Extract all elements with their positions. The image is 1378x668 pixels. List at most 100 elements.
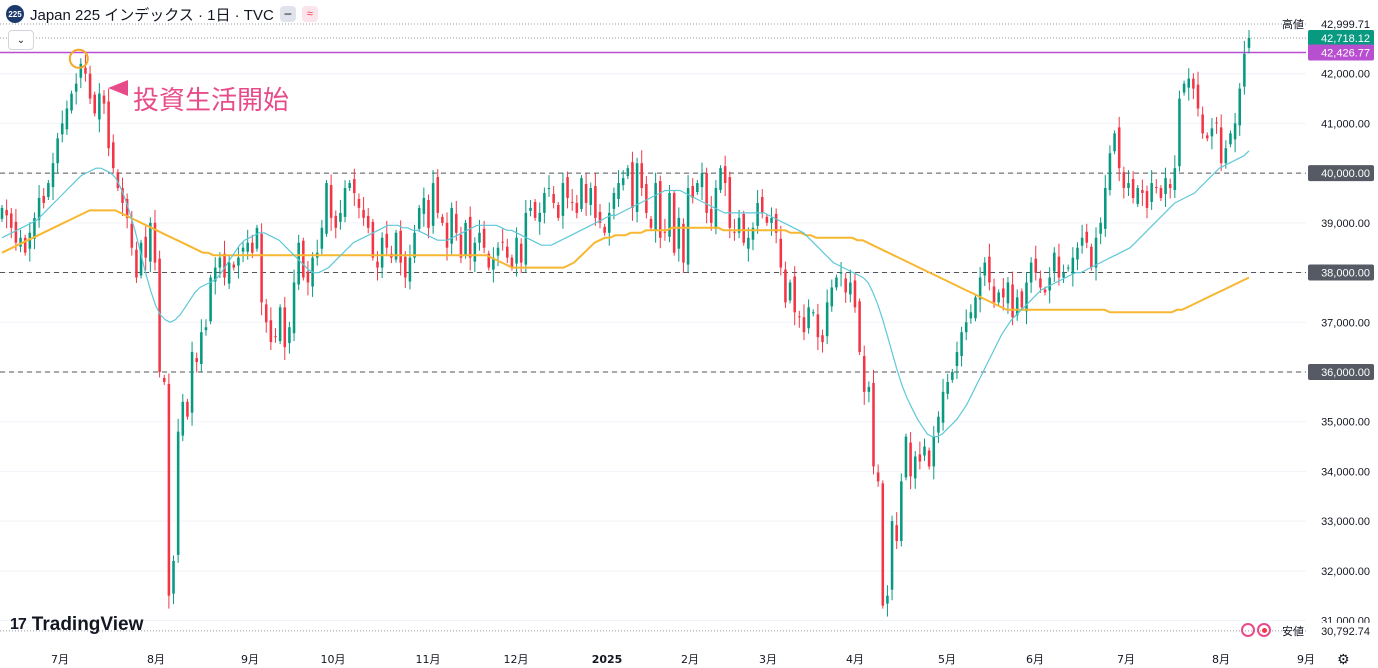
- candle-body: [584, 184, 588, 203]
- candle-body: [33, 217, 36, 239]
- candle-body: [14, 221, 18, 243]
- candle-body: [955, 352, 959, 367]
- annotation-text: 投資生活開始: [133, 86, 290, 116]
- candle-body: [186, 401, 189, 417]
- ma-long-line: [1, 209, 1250, 314]
- candle-body: [524, 212, 528, 265]
- candle-body: [515, 237, 518, 264]
- candle-body: [1108, 153, 1112, 191]
- x-tick-label: 7月: [1117, 653, 1135, 666]
- candle-body: [283, 307, 287, 348]
- candle-body: [306, 271, 310, 283]
- candle-body: [251, 242, 254, 253]
- candle-body: [635, 163, 639, 212]
- candle-body: [835, 277, 838, 288]
- candle-body: [394, 232, 398, 260]
- candle-body: [297, 242, 300, 285]
- candle-body: [478, 232, 481, 243]
- candle-body: [56, 138, 59, 164]
- candle-body: [756, 202, 759, 226]
- wave-icon[interactable]: ≈: [301, 6, 318, 22]
- candle-body: [951, 371, 954, 380]
- candle-body: [172, 560, 175, 594]
- candle-body: [441, 216, 444, 223]
- price-tag-bg: [1308, 622, 1374, 639]
- candle-body: [1122, 172, 1126, 189]
- chart-title[interactable]: Japan 225 インデックス · 1日 · TVC: [30, 6, 274, 24]
- candle-body: [765, 216, 769, 223]
- candle-body: [1168, 184, 1172, 189]
- candle-body: [464, 222, 467, 256]
- candle-body: [223, 253, 226, 278]
- candle-body: [876, 472, 880, 482]
- candle-body: [747, 237, 750, 249]
- candle-body: [737, 217, 741, 233]
- candle-body: [116, 172, 120, 189]
- candle-body: [288, 327, 291, 344]
- candle-body: [862, 356, 866, 392]
- candle-body: [1141, 190, 1144, 194]
- candle-body: [380, 237, 384, 268]
- y-tick-label: 41,000.00: [1321, 118, 1370, 130]
- candle-body: [621, 178, 625, 186]
- candle-body: [408, 257, 412, 282]
- candle-body: [932, 436, 936, 467]
- candle-body: [28, 232, 32, 249]
- candle-body: [760, 196, 764, 213]
- alert-dot-icon[interactable]: [1257, 623, 1271, 637]
- candle-body: [334, 215, 338, 228]
- candle-body: [700, 173, 704, 188]
- candle-body: [612, 193, 616, 209]
- candle-body: [23, 237, 27, 253]
- candle-body: [784, 269, 787, 303]
- candle-body: [909, 442, 912, 477]
- tradingview-logo[interactable]: 17 TradingView: [10, 614, 143, 636]
- candle-body: [969, 312, 973, 319]
- logo-text: TradingView: [31, 614, 144, 635]
- candle-body: [1057, 256, 1061, 278]
- y-tick-label: 40,000.00: [1321, 168, 1370, 180]
- candle-body: [111, 142, 115, 169]
- y-tick-label: 37,000.00: [1321, 317, 1370, 329]
- candle-body: [348, 183, 351, 189]
- candle-body: [561, 183, 565, 216]
- candle-body: [1131, 179, 1135, 198]
- candle-body: [1117, 127, 1121, 169]
- price-tag-label: 高値: [1282, 17, 1304, 31]
- candle-body: [589, 188, 593, 205]
- candle-body: [320, 227, 324, 249]
- candle-body: [445, 222, 449, 248]
- candle-body: [417, 207, 421, 229]
- candle-body: [1224, 148, 1228, 164]
- alert-outline-icon[interactable]: [1241, 623, 1255, 637]
- candle-body: [422, 197, 426, 214]
- candle-body: [1029, 262, 1033, 283]
- candle-body: [992, 286, 996, 303]
- collapse-legend-button[interactable]: ⌄: [8, 30, 34, 50]
- candle-body: [42, 195, 45, 203]
- candle-body: [691, 186, 694, 198]
- candle-body: [663, 231, 667, 233]
- candle-body: [867, 386, 871, 392]
- candle-body: [5, 209, 8, 216]
- candle-body: [459, 234, 463, 258]
- candle-body: [181, 401, 185, 436]
- candle-body: [1076, 247, 1079, 260]
- minus-icon[interactable]: ━: [279, 6, 296, 22]
- candle-body: [325, 183, 328, 234]
- x-tick-label: 9月: [241, 653, 259, 666]
- alert-icons[interactable]: [1241, 623, 1271, 637]
- candle-body: [74, 83, 78, 92]
- candle-body: [594, 186, 597, 218]
- candle-body: [468, 216, 472, 258]
- candle-body: [399, 230, 402, 263]
- x-tick-label: 8月: [147, 653, 165, 666]
- y-tick-label: 35,000.00: [1321, 417, 1370, 429]
- candle-body: [158, 258, 161, 372]
- symbol-badge-icon[interactable]: 225: [6, 5, 24, 23]
- settings-gear-icon[interactable]: ⚙: [1337, 651, 1350, 667]
- candle-body: [807, 307, 810, 329]
- candle-body: [895, 525, 898, 542]
- highlight-circle: [68, 48, 89, 69]
